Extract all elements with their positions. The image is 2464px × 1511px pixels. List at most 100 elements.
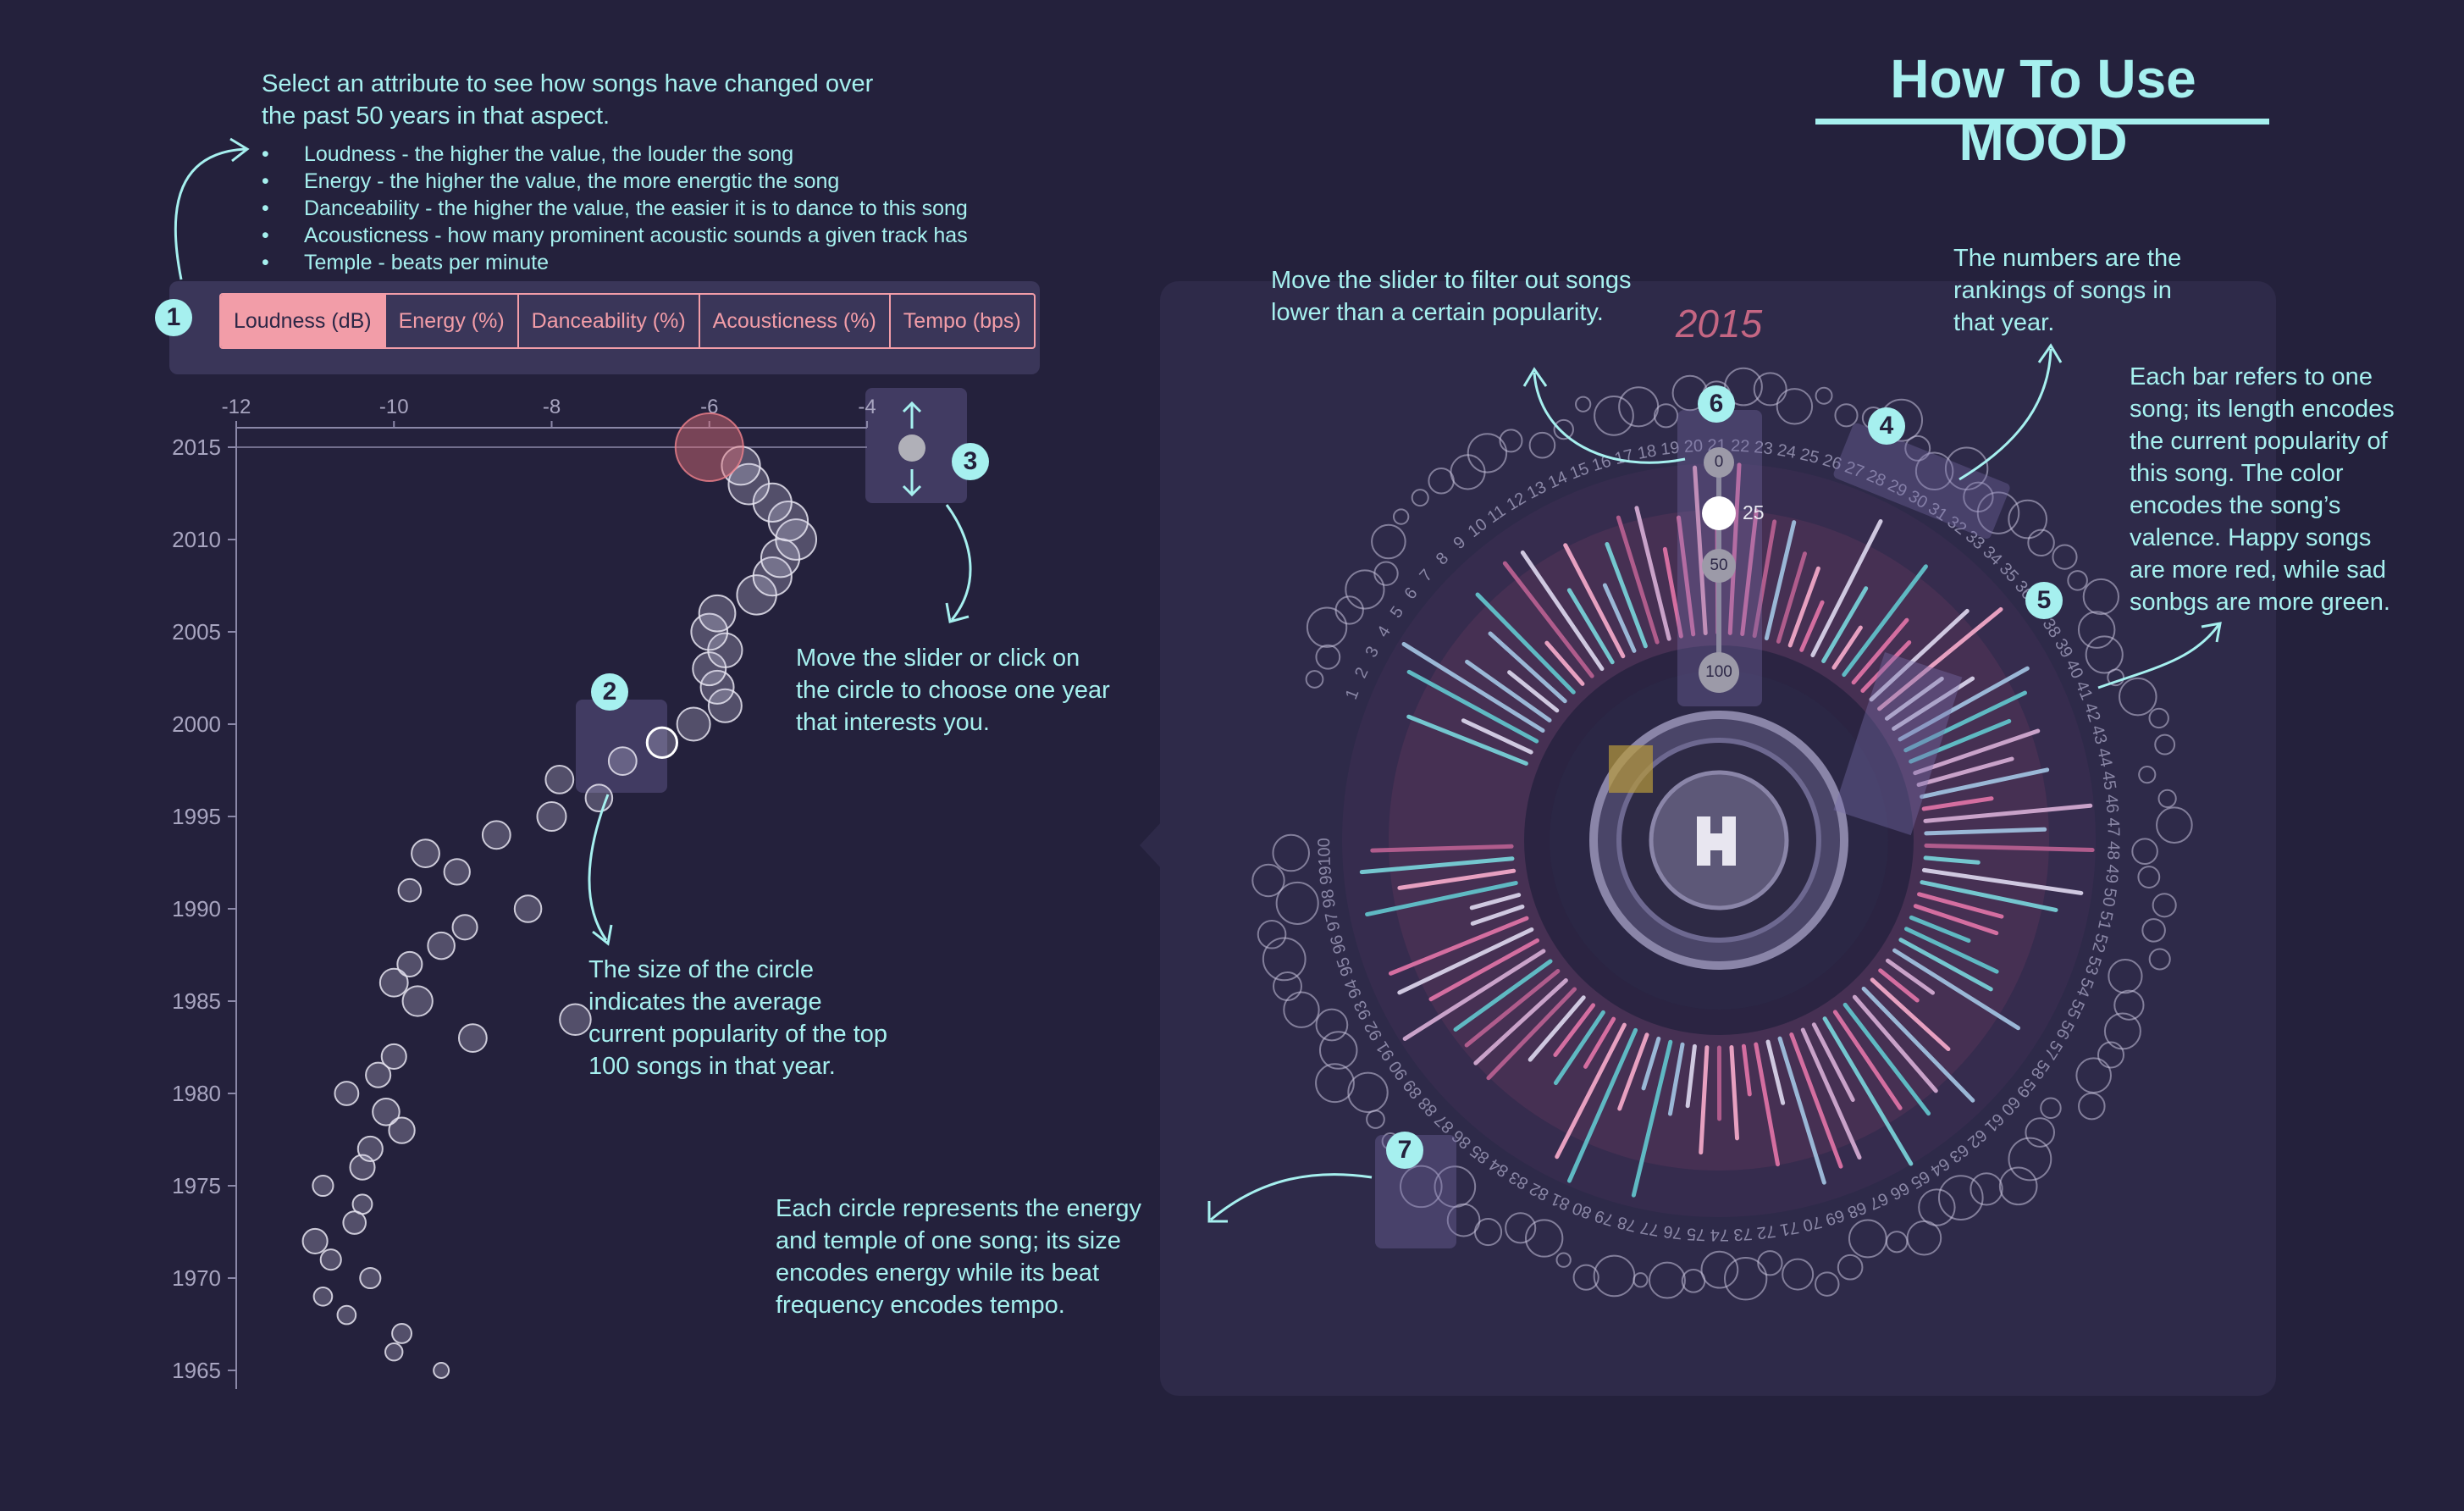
song-bar[interactable] (1370, 844, 1514, 853)
song-bar[interactable] (1842, 1002, 1931, 1116)
song-bar[interactable] (1787, 566, 1820, 648)
song-bar[interactable] (1634, 506, 1671, 641)
song-bar[interactable] (1831, 625, 1863, 670)
year-circle[interactable] (391, 1322, 413, 1344)
song-bar[interactable] (1520, 550, 1605, 672)
song-energy-circle[interactable] (1815, 1271, 1840, 1297)
year-circle[interactable] (378, 967, 409, 998)
song-energy-circle[interactable] (1593, 1254, 1636, 1298)
song-bar[interactable] (1464, 969, 1561, 1048)
song-bar[interactable] (1842, 564, 1928, 678)
song-bar[interactable] (1528, 995, 1586, 1062)
song-energy-circle[interactable] (1906, 1220, 1942, 1256)
song-bar[interactable] (1677, 515, 1696, 637)
song-bar[interactable] (1566, 1027, 1638, 1183)
song-bar[interactable] (1475, 592, 1576, 695)
song-energy-circle[interactable] (2067, 570, 2088, 591)
song-bar[interactable] (1699, 1045, 1710, 1155)
song-bar[interactable] (1685, 1043, 1697, 1109)
song-bar[interactable] (1631, 1039, 1673, 1198)
song-bar[interactable] (1507, 670, 1560, 713)
year-circle[interactable] (427, 931, 456, 960)
song-bar[interactable] (1898, 666, 2030, 742)
song-bar[interactable] (1861, 986, 1975, 1103)
song-bar[interactable] (1811, 1022, 1855, 1103)
song-energy-circle[interactable] (1467, 433, 1508, 473)
song-bar[interactable] (1860, 639, 1912, 693)
year-circle[interactable] (351, 1193, 373, 1215)
year-circle[interactable] (513, 894, 543, 923)
song-energy-circle[interactable] (2077, 611, 2116, 649)
song-energy-circle[interactable] (1392, 508, 1410, 525)
song-energy-circle[interactable] (2075, 1057, 2112, 1093)
song-energy-circle[interactable] (1318, 1031, 1358, 1070)
song-energy-circle[interactable] (2078, 1092, 2106, 1121)
song-energy-circle[interactable] (1275, 881, 1319, 925)
song-energy-circle[interactable] (1886, 1231, 1909, 1254)
song-bar[interactable] (1605, 542, 1648, 649)
song-energy-circle[interactable] (1272, 833, 1310, 872)
year-circle[interactable] (411, 839, 440, 868)
song-bar[interactable] (1892, 676, 1975, 731)
year-circle[interactable] (699, 669, 735, 705)
song-energy-circle[interactable] (1450, 454, 1486, 490)
song-energy-circle[interactable] (2157, 789, 2177, 809)
year-circle[interactable] (707, 688, 743, 723)
song-energy-circle[interactable] (1976, 491, 2020, 534)
song-bar[interactable] (1641, 1036, 1661, 1091)
song-energy-circle[interactable] (1347, 1071, 1389, 1114)
song-bar[interactable] (1662, 546, 1683, 639)
song-energy-circle[interactable] (1648, 1261, 1686, 1299)
year-circle[interactable] (433, 1362, 450, 1379)
song-bar[interactable] (1877, 606, 2003, 711)
year-circle[interactable] (645, 726, 679, 759)
song-energy-circle[interactable] (1618, 386, 1660, 428)
song-bar[interactable] (1388, 916, 1529, 976)
song-energy-circle[interactable] (1970, 1172, 2003, 1206)
song-bar[interactable] (1401, 641, 1545, 733)
song-energy-circle[interactable] (1937, 1175, 1984, 1220)
song-energy-circle[interactable] (2137, 866, 2161, 888)
song-energy-circle[interactable] (2008, 499, 2048, 540)
year-circle[interactable] (692, 651, 727, 687)
song-energy-circle[interactable] (1315, 1008, 1349, 1042)
song-bar[interactable] (1799, 600, 1825, 652)
song-bar[interactable] (1923, 855, 1981, 865)
song-energy-circle[interactable] (2119, 677, 2157, 717)
year-circle[interactable] (690, 612, 729, 651)
song-energy-circle[interactable] (1998, 1166, 2038, 1206)
year-circle[interactable] (334, 1081, 360, 1106)
song-energy-circle[interactable] (1594, 395, 1634, 436)
song-bar[interactable] (1921, 796, 1994, 811)
song-bar[interactable] (1870, 977, 1951, 1052)
song-energy-circle[interactable] (1848, 1219, 1887, 1259)
year-circle[interactable] (372, 1098, 401, 1126)
year-circle[interactable] (336, 1304, 357, 1326)
year-circle[interactable] (544, 765, 575, 794)
year-circle[interactable] (721, 446, 761, 486)
song-bar[interactable] (1885, 958, 1936, 995)
song-energy-circle[interactable] (1366, 1110, 1385, 1129)
song-energy-circle[interactable] (2008, 1137, 2052, 1182)
song-bar[interactable] (1916, 756, 2014, 788)
song-bar[interactable] (1693, 465, 1708, 636)
song-bar[interactable] (1566, 588, 1615, 665)
song-bar[interactable] (1397, 868, 1517, 890)
year-circle[interactable] (359, 1266, 382, 1290)
popularity-tick-0[interactable]: 0 (1704, 447, 1734, 478)
year-circle[interactable] (457, 1023, 488, 1053)
song-bar[interactable] (1752, 519, 1777, 639)
song-energy-circle[interactable] (1505, 1212, 1537, 1244)
song-energy-circle[interactable] (1633, 1272, 1649, 1288)
tab-danceability[interactable]: Danceability (%) (519, 295, 700, 347)
song-energy-circle[interactable] (1653, 403, 1679, 429)
year-circle[interactable] (451, 914, 478, 941)
song-bar[interactable] (1617, 1032, 1649, 1111)
song-bar[interactable] (1909, 718, 2012, 764)
song-bar[interactable] (1765, 1039, 1786, 1105)
song-bar[interactable] (1754, 1042, 1781, 1167)
song-bar[interactable] (1667, 1042, 1685, 1116)
song-bar[interactable] (1553, 1003, 1596, 1058)
song-energy-circle[interactable] (1528, 431, 1556, 459)
song-energy-circle[interactable] (1334, 595, 1364, 625)
